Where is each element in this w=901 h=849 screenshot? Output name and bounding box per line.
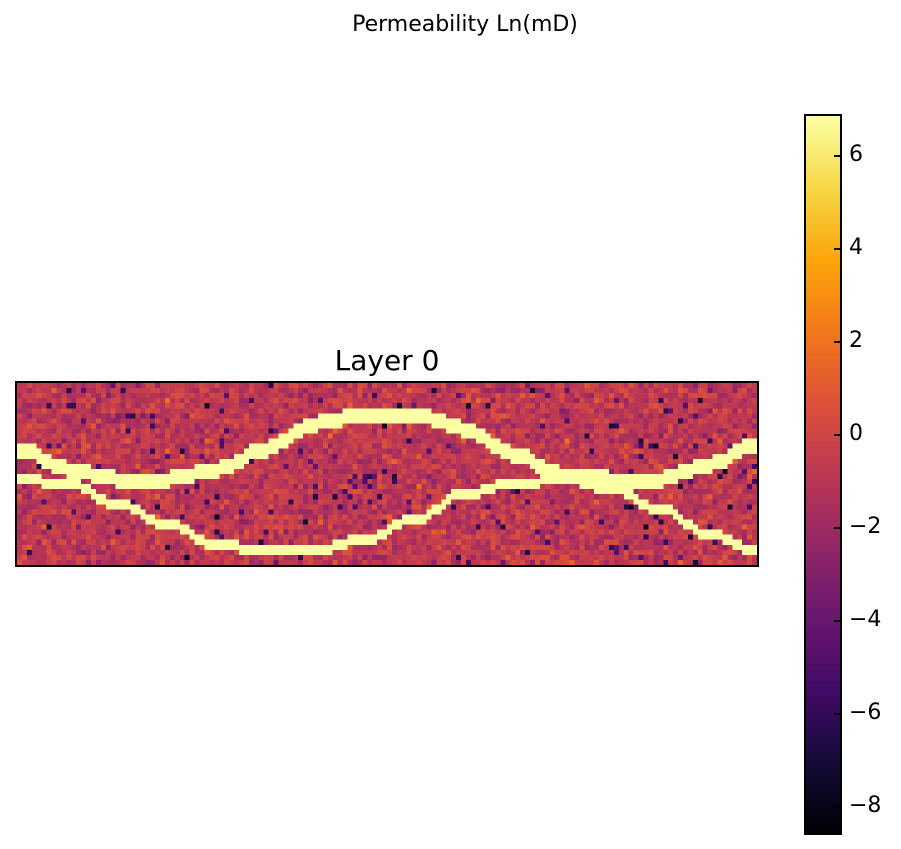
colorbar-tick-label: −8 [849,793,882,819]
colorbar-tick-label: −2 [849,513,882,539]
colorbar-tick-label: 4 [849,234,863,260]
colorbar-tick-mark [834,154,842,157]
colorbar-tick-label: 6 [849,141,863,167]
colorbar-gradient [806,116,840,833]
colorbar-ticks: 6 4 2 0 −2 −4 −6 −8 [834,114,901,835]
colorbar-tick-mark [834,526,842,529]
colorbar-tick-mark [834,433,842,436]
heatmap-image [17,383,757,565]
colorbar [804,114,842,835]
colorbar-tick-label: −4 [849,607,882,633]
colorbar-tick-label: 2 [849,327,863,353]
plot-title: Layer 0 [334,344,440,377]
colorbar-tick-label: −6 [849,700,882,726]
colorbar-tick-mark [834,340,842,343]
colorbar-tick-label: 0 [849,420,863,446]
figure-suptitle: Permeability Ln(mD) [352,12,578,37]
heatmap-axes [15,381,759,567]
colorbar-tick-mark [834,713,842,716]
colorbar-tick-mark [834,247,842,250]
colorbar-tick-mark [834,806,842,809]
colorbar-tick-mark [834,620,842,623]
